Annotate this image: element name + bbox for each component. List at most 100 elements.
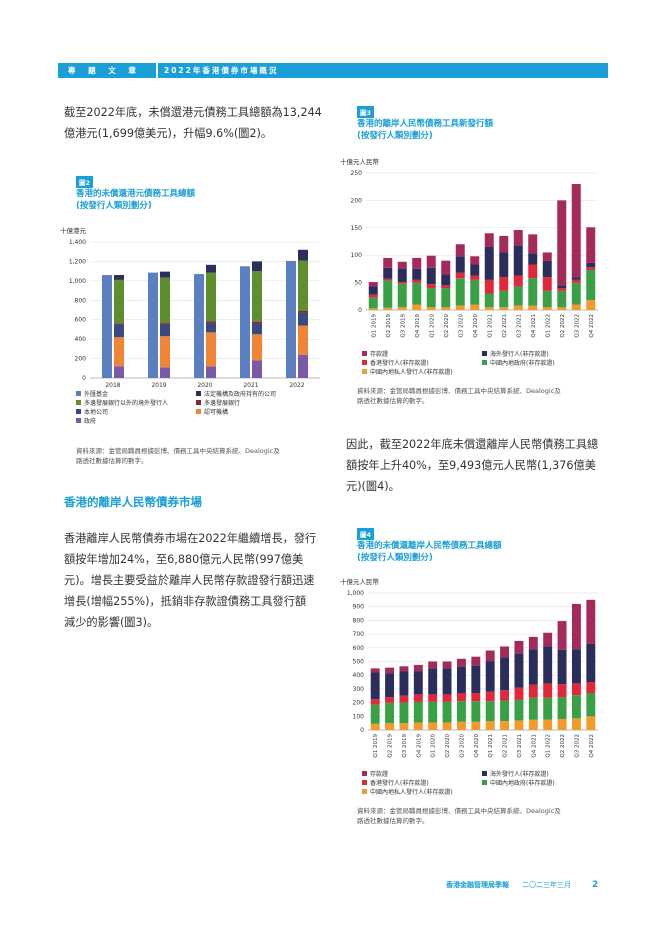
legend-swatch	[362, 789, 367, 794]
bar-segment	[484, 279, 494, 294]
bar-segment	[571, 277, 581, 280]
legend-swatch	[196, 400, 201, 405]
chart-title-line: (按發行人類別劃分)	[357, 553, 433, 563]
chart2-source: 資料來源：金管局職員根據彭博、債務工具中央結算系統、Dealogic及 路透社數…	[76, 446, 280, 466]
bar-segment	[206, 264, 216, 273]
x-tick-label: 2020	[197, 382, 212, 389]
x-tick-label: Q4 2022	[589, 734, 595, 758]
bar-segment	[528, 719, 538, 730]
legend-swatch	[76, 400, 81, 405]
chart4-tag: 圖4	[357, 528, 375, 540]
bar-segment	[528, 649, 538, 685]
text-line: 億港元(1,699億美元)，升幅9.6%(圖2)。	[64, 127, 273, 140]
chart3-title: 香港的離岸人民幣債務工具新發行額 (按發行人類別劃分)	[357, 118, 493, 142]
y-tick-label: 1,200	[69, 258, 86, 265]
bar-segment	[413, 664, 423, 672]
bar-segment	[442, 722, 452, 730]
bar-segment	[500, 646, 510, 658]
bar-segment	[114, 323, 124, 325]
bar-segment	[370, 668, 380, 673]
bar-segment	[383, 307, 393, 310]
bar-segment	[455, 278, 465, 306]
bar-segment	[428, 694, 438, 702]
bar-segment	[397, 282, 407, 284]
bar-segment	[571, 603, 581, 650]
bar-segment	[571, 649, 581, 684]
x-tick-label: Q3 2020	[459, 734, 465, 758]
bar-segment	[442, 694, 452, 702]
chart-title-line: (按發行人類別劃分)	[357, 131, 433, 141]
legend-swatch	[482, 360, 487, 365]
footer-publication: 香港金融管理局季報	[446, 881, 509, 889]
legend-label: 中國內地政府(非存款證)	[490, 779, 555, 787]
chart-title-line: 香港的離岸人民幣債務工具新發行額	[357, 119, 494, 129]
x-tick-label: Q2 2020	[445, 734, 451, 758]
bar-segment	[206, 322, 216, 333]
bar-segment	[298, 310, 308, 313]
bar-segment	[412, 282, 422, 305]
bar-segment	[528, 278, 538, 306]
y-tick-label: 200	[353, 700, 365, 707]
bar-segment	[514, 699, 524, 721]
bar-segment	[412, 257, 422, 269]
x-tick-label: 2019	[151, 382, 166, 389]
bar-segment	[428, 701, 438, 723]
bar-segment	[426, 288, 436, 308]
bar-exchange-fund	[286, 260, 296, 378]
bar-segment	[385, 723, 395, 730]
legend-swatch	[482, 351, 487, 356]
bar-segment	[571, 282, 581, 305]
chart2-unit: 十億港元	[60, 226, 87, 235]
bar-segment	[571, 695, 581, 719]
page-number: 2	[592, 880, 599, 890]
legend-swatch	[362, 780, 367, 785]
bar-segment	[470, 256, 480, 265]
article-title: 2022年香港債券市場概況	[164, 66, 279, 75]
x-tick-label: Q1 2020	[429, 314, 435, 338]
text-line: 香港離岸人民幣債券市場在2022年繼續增長，發行	[64, 532, 317, 545]
y-tick-label: 0	[358, 307, 362, 314]
bar-segment	[298, 312, 308, 326]
bar-segment	[528, 684, 538, 698]
legend-swatch	[362, 351, 367, 356]
bar-segment	[586, 300, 596, 310]
y-tick-label: 900	[353, 604, 365, 611]
bar-segment	[413, 694, 423, 702]
source-line: 路透社數據估算的數字。	[357, 397, 429, 405]
bar-segment	[160, 277, 170, 324]
bar-segment	[399, 695, 409, 703]
x-tick-label: Q4 2020	[473, 314, 479, 338]
legend-swatch	[196, 391, 201, 396]
bar-segment	[385, 673, 395, 698]
bar-segment	[456, 701, 466, 722]
bar-segment	[499, 252, 509, 278]
bar-segment	[470, 275, 480, 280]
bar-segment	[442, 668, 452, 695]
bar-segment	[441, 288, 451, 308]
bar-segment	[206, 332, 216, 367]
bar-segment	[413, 722, 423, 730]
bar-segment	[528, 253, 538, 265]
bar-segment	[456, 658, 466, 667]
x-tick-label: Q4 2020	[474, 734, 480, 758]
y-tick-label: 400	[353, 672, 365, 679]
chart3-unit: 十億元人民幣	[340, 157, 380, 166]
bar-segment	[426, 307, 436, 310]
article-title-bar: 2022年香港債券市場概況	[158, 63, 608, 78]
text-line: 減少的影響(圖3)。	[64, 616, 159, 629]
legend-label: 外匯基金	[84, 390, 108, 398]
bar-segment	[441, 274, 451, 286]
bar-segment	[397, 261, 407, 269]
legend-label: 中國內地私人發行人(非存款證)	[370, 788, 453, 796]
outstanding-rmb-paragraph: 因此，截至2022年底未償還離岸人民幣債務工具總 額按年上升40%，至9,493…	[346, 434, 608, 497]
legend-label: 認可機構	[204, 408, 228, 416]
bar-segment	[370, 699, 380, 705]
section-heading: 香港的離岸人民幣債券市場	[64, 495, 202, 509]
bar-segment	[543, 646, 553, 684]
bar-segment	[399, 666, 409, 672]
y-tick-label: 600	[353, 645, 365, 652]
x-tick-label: Q1 2021	[488, 734, 494, 758]
offshore-rmb-paragraph: 香港離岸人民幣債券市場在2022年繼續增長，發行 額按年增加24%，至6,880…	[64, 528, 326, 633]
bar-segment	[557, 684, 567, 698]
bar-segment	[484, 246, 494, 280]
